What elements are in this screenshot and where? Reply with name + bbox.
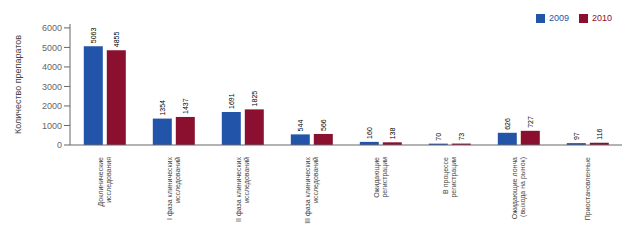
svg-text:5000: 5000 — [42, 43, 62, 53]
svg-text:Доклиническиеисследования: Доклиническиеисследования — [97, 157, 113, 207]
svg-text:1000: 1000 — [42, 121, 62, 131]
svg-text:6000: 6000 — [42, 23, 62, 33]
svg-text:626: 626 — [504, 118, 511, 130]
svg-text:70: 70 — [435, 133, 442, 141]
svg-text:II фаза клиническихисследовани: II фаза клиническихисследований — [235, 157, 251, 222]
svg-text:116: 116 — [596, 128, 603, 139]
svg-text:1825: 1825 — [251, 91, 258, 107]
svg-text:I фаза клиническихисследований: I фаза клиническихисследований — [166, 157, 182, 220]
svg-text:Приостановленные: Приостановленные — [584, 157, 592, 220]
svg-text:566: 566 — [320, 119, 327, 131]
html-text:2010: 2010 — [592, 13, 612, 23]
svg-text:5063: 5063 — [90, 28, 97, 44]
svg-text:Количество препаратов: Количество препаратов — [13, 35, 23, 134]
svg-text:544: 544 — [297, 120, 304, 132]
svg-text:97: 97 — [573, 132, 580, 140]
svg-text:138: 138 — [389, 128, 396, 140]
svg-text:0: 0 — [57, 140, 62, 150]
html-text:2009: 2009 — [548, 13, 569, 23]
svg-text:4000: 4000 — [42, 62, 62, 72]
svg-text:160: 160 — [366, 127, 373, 139]
svg-text:Ожидающие лонча(выхода на рыно: Ожидающие лонча(выхода на рынок) — [511, 157, 527, 219]
svg-text:Ожидающиерегистрации: Ожидающиерегистрации — [373, 157, 389, 198]
svg-text:727: 727 — [527, 116, 534, 128]
svg-text:В процессерегистрации: В процессерегистрации — [442, 157, 458, 198]
svg-text:4855: 4855 — [113, 32, 120, 48]
svg-text:III фаза клиническихисследован: III фаза клиническихисследований — [304, 157, 320, 224]
svg-text:1437: 1437 — [182, 98, 189, 114]
svg-text:1354: 1354 — [159, 100, 166, 116]
svg-text:3000: 3000 — [42, 82, 62, 92]
svg-text:2000: 2000 — [42, 101, 62, 111]
svg-text:1691: 1691 — [228, 93, 235, 109]
svg-text:73: 73 — [458, 133, 465, 141]
